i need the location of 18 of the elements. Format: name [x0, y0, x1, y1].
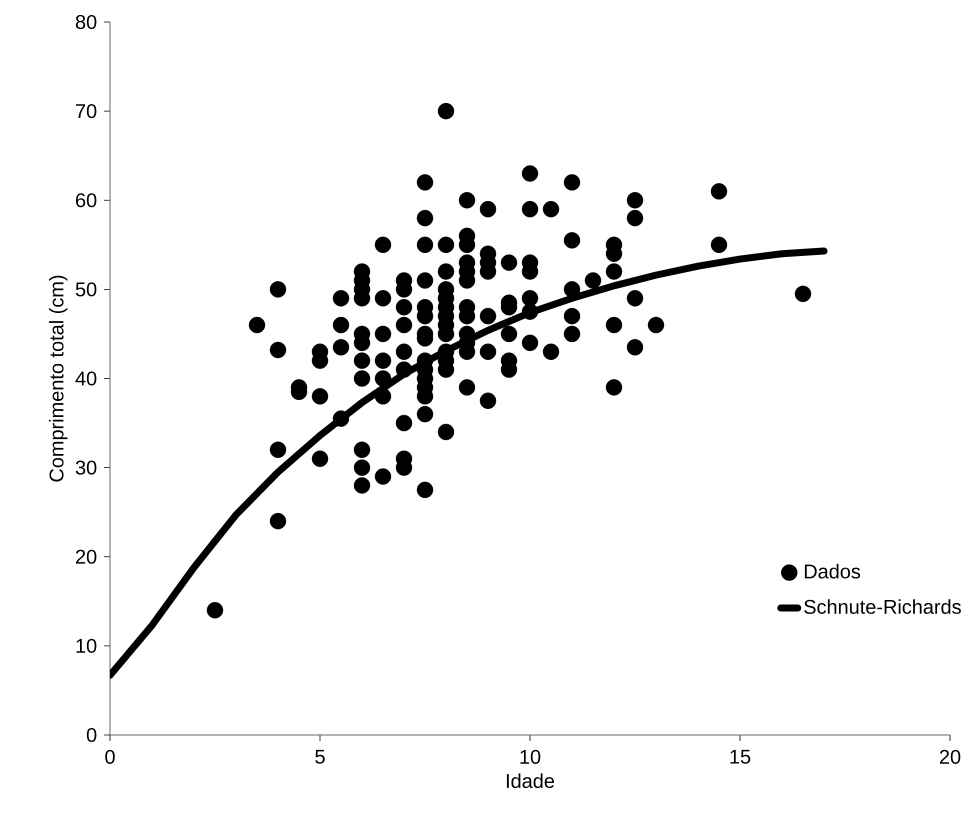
y-tick-label: 80 — [76, 14, 96, 30]
legend-label: Dados — [804, 564, 860, 579]
legend-label: Schnute-Richards — [804, 599, 961, 614]
y-tick-label: 60 — [76, 193, 96, 208]
x-tick-label: 20 — [940, 750, 960, 764]
y-tick-label: 40 — [75, 371, 96, 386]
y-tick-label: 0 — [86, 728, 96, 742]
y-tick-label: 20 — [76, 550, 96, 564]
x-tick-label: 10 — [520, 750, 540, 764]
y-tick-label: 70 — [76, 104, 96, 118]
x-tick-label: 0 — [105, 750, 115, 764]
y-tick-label: 30 — [76, 460, 96, 475]
y-axis-title: Comprimento total (cm) — [48, 276, 68, 482]
x-tick-label: 5 — [315, 750, 325, 764]
y-tick-label: 10 — [76, 638, 96, 653]
y-tick-label: 50 — [76, 282, 96, 296]
x-tick-label: 15 — [730, 750, 750, 764]
x-axis-title: Idade — [506, 773, 554, 788]
